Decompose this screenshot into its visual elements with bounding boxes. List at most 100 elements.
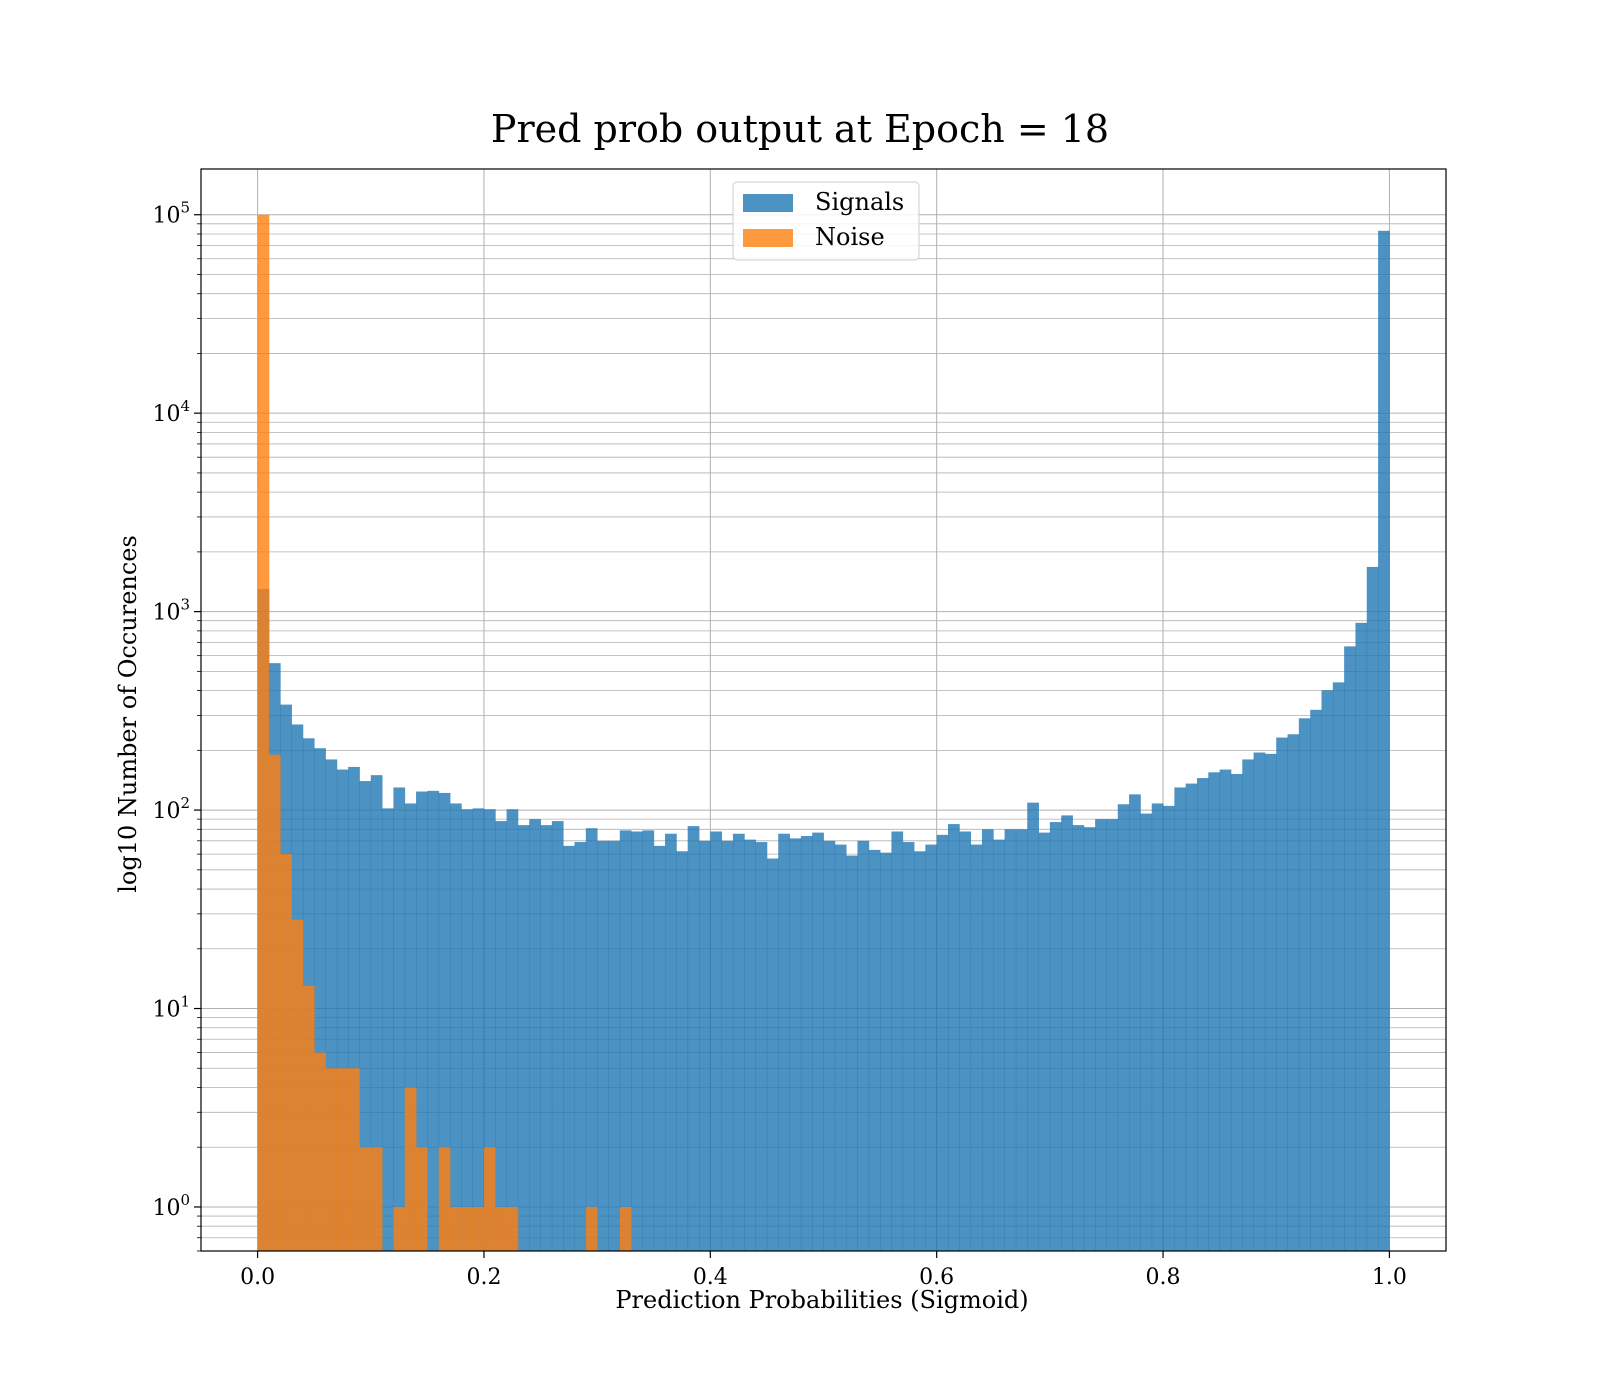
bar-signals xyxy=(404,803,417,1251)
bar-signals xyxy=(608,840,621,1251)
bar-signals xyxy=(1378,230,1390,1251)
x-tick-label: 0.4 xyxy=(693,1265,728,1290)
bar-signals xyxy=(348,766,360,1251)
bar-signals xyxy=(665,833,677,1251)
bar-noise xyxy=(619,1206,632,1251)
bar-signals xyxy=(1174,787,1187,1251)
bar-signals xyxy=(710,831,723,1251)
bar-signals xyxy=(834,844,847,1251)
bar-signals xyxy=(1049,822,1062,1251)
histogram-bars xyxy=(257,214,1390,1252)
bar-signals xyxy=(382,808,394,1251)
bar-signals xyxy=(1208,772,1221,1251)
bar-signals xyxy=(970,844,983,1251)
bar-signals xyxy=(314,748,326,1251)
bar-noise xyxy=(268,754,281,1251)
bar-signals xyxy=(563,845,575,1251)
bar-signals xyxy=(981,829,994,1251)
bar-signals xyxy=(902,842,915,1251)
legend-swatch-signals xyxy=(743,194,793,212)
bar-noise xyxy=(348,1068,360,1251)
bar-noise xyxy=(495,1206,507,1251)
bar-signals xyxy=(359,781,372,1251)
x-tick-label: 0.0 xyxy=(240,1265,275,1290)
bar-signals xyxy=(450,803,462,1251)
bar-signals xyxy=(721,840,734,1251)
y-axis-label: log10 Number of Occurences xyxy=(114,535,142,893)
bar-signals xyxy=(506,809,519,1251)
bar-signals xyxy=(619,830,632,1251)
bar-signals xyxy=(529,819,541,1251)
bar-signals xyxy=(993,839,1005,1251)
legend: Signals Noise xyxy=(732,181,920,261)
bar-signals xyxy=(1185,783,1198,1251)
bar-noise xyxy=(483,1147,496,1251)
bar-signals xyxy=(1140,813,1153,1251)
bar-signals xyxy=(427,790,440,1251)
bar-noise xyxy=(325,1068,338,1251)
bar-noise xyxy=(416,1147,428,1251)
bar-signals xyxy=(1106,819,1119,1251)
x-axis-ticks: 0.0 0.2 0.4 0.6 0.8 1.0 xyxy=(240,1251,1407,1290)
y-tick-label: 100 xyxy=(152,1191,190,1221)
x-tick-label: 1.0 xyxy=(1372,1265,1407,1290)
bar-signals xyxy=(1344,646,1356,1251)
bar-noise xyxy=(302,985,315,1251)
bar-signals xyxy=(1197,778,1209,1251)
bar-signals xyxy=(1095,819,1107,1251)
bar-signals xyxy=(642,830,655,1251)
bar-signals xyxy=(461,809,474,1251)
bar-signals xyxy=(483,809,496,1251)
bar-noise xyxy=(393,1206,406,1251)
legend-label-noise: Noise xyxy=(815,223,885,251)
bar-signals xyxy=(1072,825,1085,1251)
bar-signals xyxy=(868,849,881,1251)
bar-signals xyxy=(325,759,338,1251)
bar-noise xyxy=(404,1087,417,1251)
bar-signals xyxy=(416,791,428,1251)
bar-signals xyxy=(495,821,507,1251)
x-axis-label: Prediction Probabilities (Sigmoid) xyxy=(615,1286,1028,1314)
bar-signals xyxy=(880,852,892,1251)
series-signals xyxy=(257,230,1390,1251)
bar-signals xyxy=(1230,773,1243,1251)
bar-signals xyxy=(1321,690,1334,1251)
y-tick-label: 104 xyxy=(152,397,190,427)
bar-signals xyxy=(1264,753,1277,1251)
bar-signals xyxy=(699,840,711,1251)
bar-signals xyxy=(766,858,779,1251)
bar-signals xyxy=(1276,737,1288,1251)
bar-noise xyxy=(359,1147,372,1251)
bar-signals xyxy=(823,840,836,1251)
bar-signals xyxy=(959,831,972,1251)
y-tick-label: 102 xyxy=(152,794,190,824)
bar-signals xyxy=(1015,829,1028,1251)
bar-signals xyxy=(1310,709,1322,1251)
bar-signals xyxy=(789,838,802,1251)
bar-signals xyxy=(1253,752,1266,1251)
bar-signals xyxy=(778,833,790,1251)
x-tick-label: 0.6 xyxy=(919,1265,954,1290)
bar-signals xyxy=(1129,794,1141,1251)
bar-signals xyxy=(1242,759,1254,1251)
bar-noise xyxy=(472,1206,485,1251)
bar-signals xyxy=(336,769,349,1251)
bar-signals xyxy=(540,825,553,1251)
bar-noise xyxy=(280,854,292,1251)
bar-noise xyxy=(585,1206,598,1251)
bar-signals xyxy=(1163,805,1175,1251)
bar-signals xyxy=(800,836,813,1251)
bar-signals xyxy=(472,808,485,1251)
bar-signals xyxy=(1219,769,1232,1251)
bar-signals xyxy=(1151,803,1164,1251)
bar-noise xyxy=(461,1206,474,1251)
bar-signals xyxy=(393,787,406,1251)
bar-signals xyxy=(925,844,938,1251)
bar-signals xyxy=(1038,832,1051,1251)
bar-signals xyxy=(914,851,926,1251)
series-noise xyxy=(257,214,632,1252)
bar-noise xyxy=(257,214,270,1252)
bar-signals xyxy=(1061,815,1073,1251)
bar-signals xyxy=(551,821,564,1251)
bar-noise xyxy=(370,1147,383,1251)
